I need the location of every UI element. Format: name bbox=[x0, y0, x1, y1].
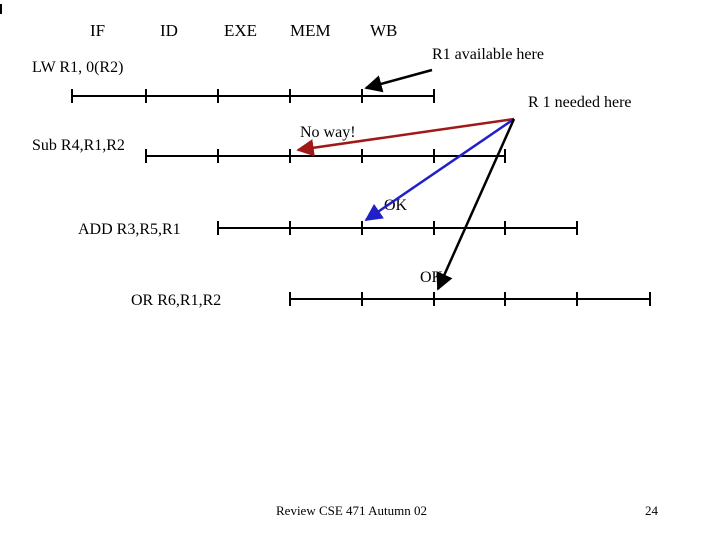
r1-available-annotation: R1 available here bbox=[432, 46, 544, 63]
instruction-lw-label: LW R1, 0(R2) bbox=[32, 59, 124, 76]
instruction-add-label: ADD R3,R5,R1 bbox=[78, 221, 181, 238]
timeline-add bbox=[217, 221, 578, 235]
instruction-or-label: OR R6,R1,R2 bbox=[131, 292, 222, 309]
timeline-lw bbox=[71, 89, 435, 103]
ok-arrow-or bbox=[436, 118, 516, 291]
corner-mark bbox=[0, 4, 2, 14]
no-way-annotation: No way! bbox=[300, 124, 356, 141]
footer-text: Review CSE 471 Autumn 02 bbox=[276, 503, 427, 518]
r1-needed-annotation: R 1 needed here bbox=[528, 94, 632, 111]
stage-id-header: ID bbox=[160, 21, 178, 40]
r1-available-arrow bbox=[364, 68, 433, 93]
ok-annotation-add: OK bbox=[384, 197, 408, 214]
stage-if-header: IF bbox=[90, 21, 106, 40]
timeline-sub bbox=[145, 149, 506, 163]
stage-wb-header: WB bbox=[370, 21, 398, 40]
page-number: 24 bbox=[645, 503, 658, 518]
timeline-or bbox=[289, 292, 651, 306]
instruction-sub-label: Sub R4,R1,R2 bbox=[32, 137, 125, 154]
no-way-arrow bbox=[296, 117, 515, 157]
stage-mem-header: MEM bbox=[290, 21, 331, 40]
ok-arrow-add bbox=[364, 117, 515, 222]
stage-exe-header: EXE bbox=[224, 21, 258, 40]
